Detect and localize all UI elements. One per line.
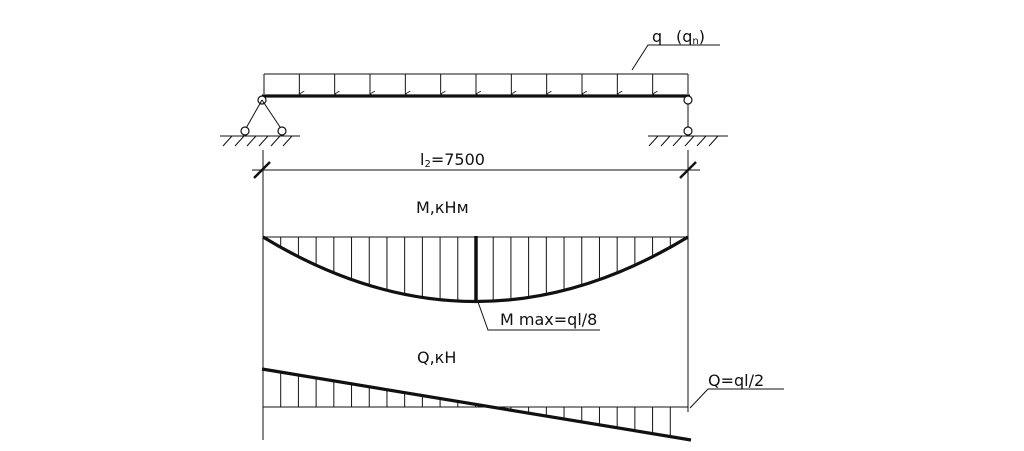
moment-title: M,кНм bbox=[416, 198, 469, 217]
hatch-mark bbox=[708, 135, 719, 147]
pin-support-icon bbox=[220, 95, 300, 147]
hinge-icon bbox=[683, 95, 693, 105]
shear-title: Q,кН bbox=[417, 348, 456, 367]
shear-end-leader bbox=[689, 388, 784, 409]
hatch-mark bbox=[270, 135, 281, 147]
hatch-mark bbox=[684, 135, 695, 147]
hatch-mark bbox=[672, 135, 683, 147]
dimension-tick-left bbox=[253, 161, 271, 179]
roller-support-icon bbox=[648, 95, 728, 147]
hatch-mark bbox=[246, 135, 257, 147]
span-dimension: l2=7500 bbox=[252, 150, 700, 179]
hatch-mark bbox=[696, 135, 707, 147]
distributed-load bbox=[263, 73, 689, 94]
hatch-mark bbox=[258, 135, 269, 147]
shear-end-label: Q=ql/2 bbox=[708, 371, 764, 390]
span-label: l2=7500 bbox=[420, 150, 485, 170]
load-label-q: q bbox=[652, 27, 662, 46]
hatch-mark bbox=[234, 135, 245, 147]
shear-line bbox=[261, 367, 692, 442]
shear-diagram: Q,кН Q=ql/2 bbox=[261, 348, 784, 442]
hatch-mark bbox=[660, 135, 671, 147]
shear-hatch bbox=[280, 372, 671, 437]
load-label-qn: (qn) bbox=[676, 27, 705, 47]
moment-diagram: M,кНм M max=ql/8 bbox=[262, 198, 689, 331]
moment-max-leader bbox=[477, 301, 600, 331]
hatch-mark bbox=[648, 135, 659, 147]
hatch-mark bbox=[222, 135, 233, 147]
moment-max-label: M max=ql/8 bbox=[500, 310, 597, 329]
load-label: q (qn) bbox=[631, 27, 720, 71]
load-leader-line bbox=[631, 44, 720, 71]
load-arrows bbox=[263, 74, 689, 94]
hatch-mark bbox=[282, 135, 293, 147]
